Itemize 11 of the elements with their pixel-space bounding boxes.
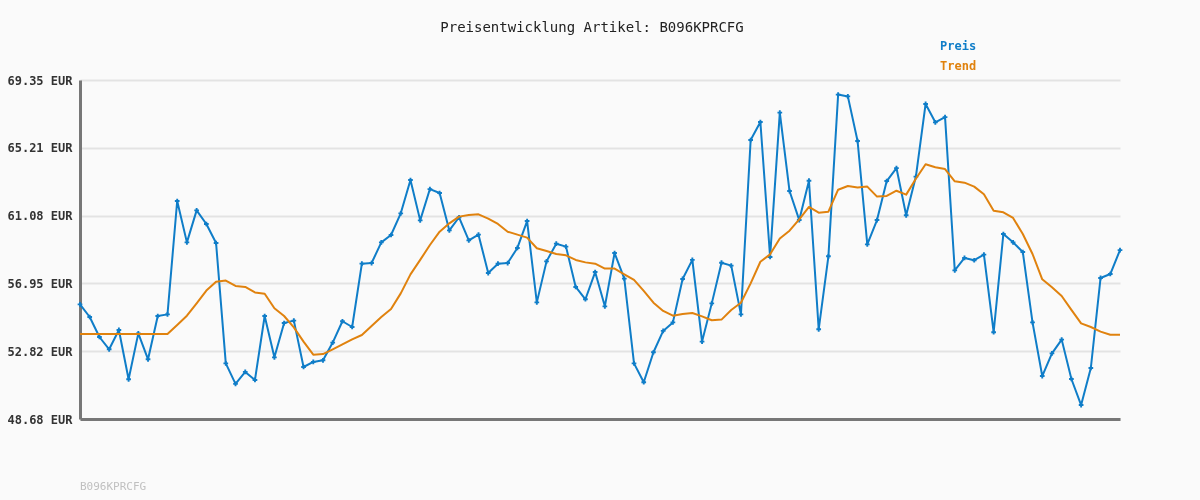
line-series [79,163,1121,356]
y-tick-label: 56.95 EUR [7,276,74,291]
chart-title: Preisentwicklung Artikel: B096KPRCFG [440,19,744,35]
text: Trend [940,59,977,73]
y-tick-label: 48.68 EUR [7,412,74,427]
text: B096KPRCFG [80,480,147,493]
y-tick-label: 69.35 EUR [7,73,74,88]
y-tick-label: 52.82 EUR [7,344,74,359]
y-tick-label: 61.08 EUR [7,209,74,224]
text: Preis [940,39,977,53]
y-tick-label: 65.21 EUR [7,141,74,156]
